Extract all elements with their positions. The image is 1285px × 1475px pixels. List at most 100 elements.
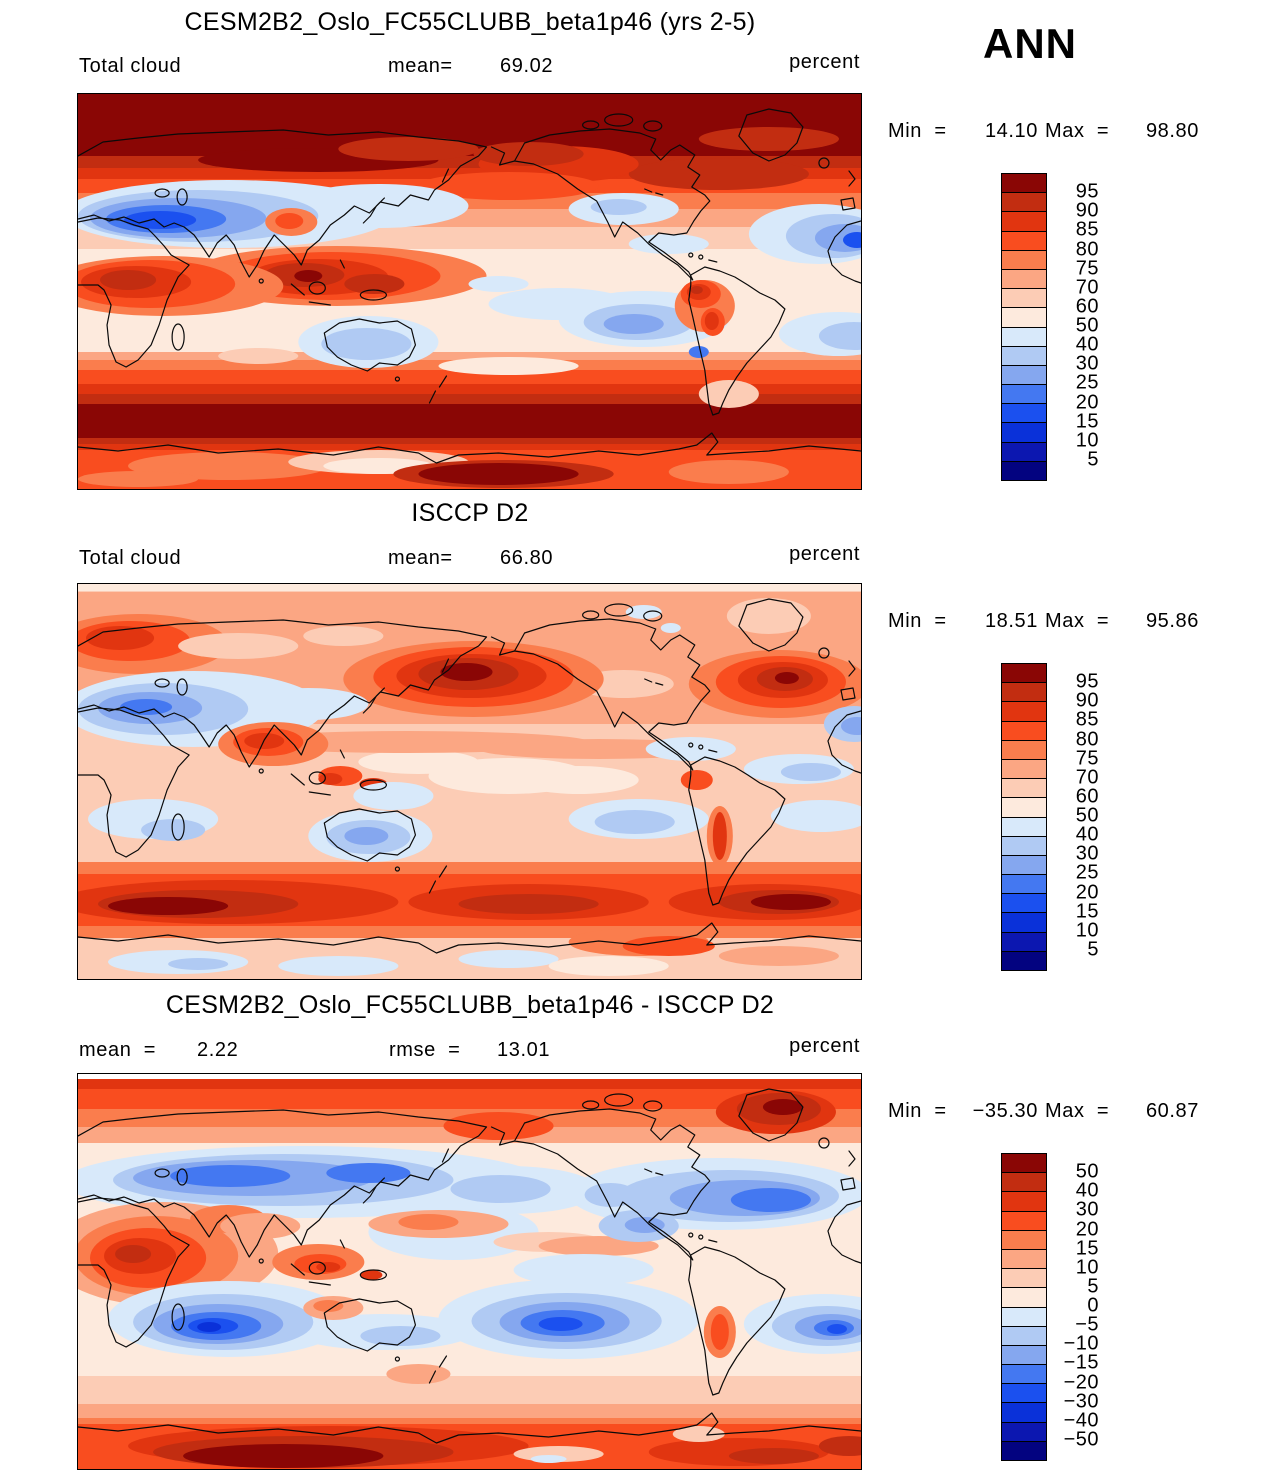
colorbar-tick-label: 20 <box>1075 881 1099 903</box>
colorbar-cell <box>1002 1191 1046 1211</box>
mean-label: mean= <box>388 547 453 569</box>
colorbar-cell <box>1002 720 1046 740</box>
colorbar-cell <box>1002 326 1046 346</box>
max-label: Max = <box>1045 120 1110 142</box>
units-label: percent <box>789 1035 860 1057</box>
colorbar-tick-label: 70 <box>1075 276 1099 299</box>
colorbar-tick-label: −30 <box>1063 1390 1099 1413</box>
colorbar-cell <box>1002 268 1046 289</box>
colorbar-tick-label: 5 <box>1087 938 1099 961</box>
colorbar-cells <box>1001 1153 1047 1461</box>
colorbar-tick-label: 15 <box>1075 900 1099 923</box>
colorbar-labels: 95 90 85 80 75 70 60 50 40 30 25 20 15 10 5 <box>1053 663 1099 969</box>
map-diff <box>77 1073 862 1470</box>
colorbar-obs: 95 90 85 80 75 70 60 50 40 30 25 20 15 10 5 <box>1001 663 1101 971</box>
colorbar-tick-label: 85 <box>1075 708 1099 731</box>
colorbar-tick-label: 0 <box>1087 1294 1099 1317</box>
colorbar-cell <box>1002 835 1046 855</box>
colorbar-tick-label: 40 <box>1075 823 1099 846</box>
colorbar-tick-label: 15 <box>1075 1237 1099 1260</box>
colorbar-cell <box>1002 422 1046 442</box>
colorbar-tick-label: 60 <box>1075 295 1099 318</box>
colorbar-cell <box>1002 230 1046 250</box>
colorbar-tick-label: −5 <box>1075 1313 1099 1336</box>
colorbar-cell <box>1002 249 1046 269</box>
colorbar-cell <box>1002 1402 1046 1422</box>
colorbar-labels: 50 40 30 20 15 10 5 0 −5 −10 −15 −20 −30 −40 −50 <box>1053 1153 1099 1459</box>
stats-row-obs: Total cloud mean= 66.80 percent <box>79 543 862 573</box>
colorbar-tick-label: 5 <box>1087 448 1099 471</box>
colorbar-cell <box>1002 778 1046 798</box>
colorbar-cell <box>1002 664 1046 683</box>
min-label: Min = <box>888 610 947 632</box>
colorbar-cell <box>1002 739 1046 759</box>
panel-title-diff: CESM2B2_Oslo_FC55CLUBB_beta1p46 - ISCCP … <box>165 991 775 1019</box>
colorbar-cell <box>1002 345 1046 365</box>
colorbar-tick-label: 10 <box>1075 919 1099 942</box>
min-value: 14.10 <box>984 120 1038 142</box>
panel-title-obs: ISCCP D2 <box>411 499 529 527</box>
colorbar-cell <box>1002 288 1046 308</box>
colorbar-cell <box>1002 1383 1046 1403</box>
minmax-diff: Min = −35.30 Max = 60.87 <box>888 1100 1218 1126</box>
max-value: 95.86 <box>1145 610 1199 632</box>
colorbar-tick-label: 20 <box>1075 1218 1099 1240</box>
colorbar-tick-label: 10 <box>1075 1256 1099 1279</box>
colorbar-tick-label: 90 <box>1075 199 1099 222</box>
colorbar-tick-label: 80 <box>1075 238 1099 260</box>
min-value: 18.51 <box>984 610 1038 632</box>
stats-row-diff: mean = 2.22 rmse = 13.01 percent <box>79 1035 862 1065</box>
colorbar-cell <box>1002 364 1046 385</box>
colorbar-tick-label: −10 <box>1063 1332 1099 1355</box>
colorbar-tick-label: 40 <box>1075 1179 1099 1202</box>
variable-label: Total cloud <box>79 55 182 77</box>
colorbar-cell <box>1002 950 1046 970</box>
units-label: percent <box>789 543 860 565</box>
colorbar-cell <box>1002 384 1046 404</box>
colorbar-cell <box>1002 682 1046 702</box>
minmax-obs: Min = 18.51 Max = 95.86 <box>888 610 1218 636</box>
colorbar-cell <box>1002 1325 1046 1345</box>
colorbar-cell <box>1002 1364 1046 1384</box>
max-label: Max = <box>1045 610 1110 632</box>
colorbar-cell <box>1002 211 1046 231</box>
max-label: Max = <box>1045 1100 1110 1122</box>
colorbar-model: 95 90 85 80 75 70 60 50 40 30 25 20 15 10 5 <box>1001 173 1101 481</box>
colorbar-cells <box>1001 173 1047 481</box>
colorbar-tick-label: 20 <box>1075 391 1099 413</box>
colorbar-tick-label: 25 <box>1075 861 1099 884</box>
colorbar-tick-label: 30 <box>1075 352 1099 375</box>
min-label: Min = <box>888 1100 947 1122</box>
rmse-label: rmse = <box>389 1039 461 1061</box>
colorbar-cell <box>1002 1172 1046 1192</box>
stats-row-model: Total cloud mean= 69.02 percent <box>79 51 862 81</box>
mean-label: mean= <box>388 55 453 77</box>
mean-label: mean = <box>79 1039 157 1061</box>
colorbar-tick-label: 95 <box>1075 670 1099 693</box>
colorbar-cell <box>1002 912 1046 932</box>
min-label: Min = <box>888 120 947 142</box>
max-value: 60.87 <box>1145 1100 1199 1122</box>
colorbar-tick-label: 85 <box>1075 218 1099 241</box>
colorbar-cells <box>1001 663 1047 971</box>
colorbar-tick-label: −50 <box>1063 1428 1099 1451</box>
rmse-value: 13.01 <box>497 1039 551 1061</box>
colorbar-tick-label: 30 <box>1075 842 1099 865</box>
variable-label: Total cloud <box>79 547 182 569</box>
colorbar-cell <box>1002 931 1046 951</box>
colorbar-tick-label: 50 <box>1075 314 1099 337</box>
colorbar-cell <box>1002 1154 1046 1173</box>
colorbar-tick-label: −20 <box>1063 1371 1099 1393</box>
colorbar-tick-label: 15 <box>1075 410 1099 433</box>
colorbar-tick-label: 5 <box>1087 1275 1099 1298</box>
minmax-model: Min = 14.10 Max = 98.80 <box>888 120 1218 146</box>
colorbar-tick-label: 40 <box>1075 333 1099 356</box>
colorbar-cell <box>1002 816 1046 836</box>
colorbar-cell <box>1002 441 1046 461</box>
colorbar-cell <box>1002 460 1046 480</box>
colorbar-tick-label: −15 <box>1063 1351 1099 1374</box>
map-model <box>77 93 862 490</box>
colorbar-tick-label: 50 <box>1075 804 1099 827</box>
min-value: −35.30 <box>972 1100 1038 1122</box>
